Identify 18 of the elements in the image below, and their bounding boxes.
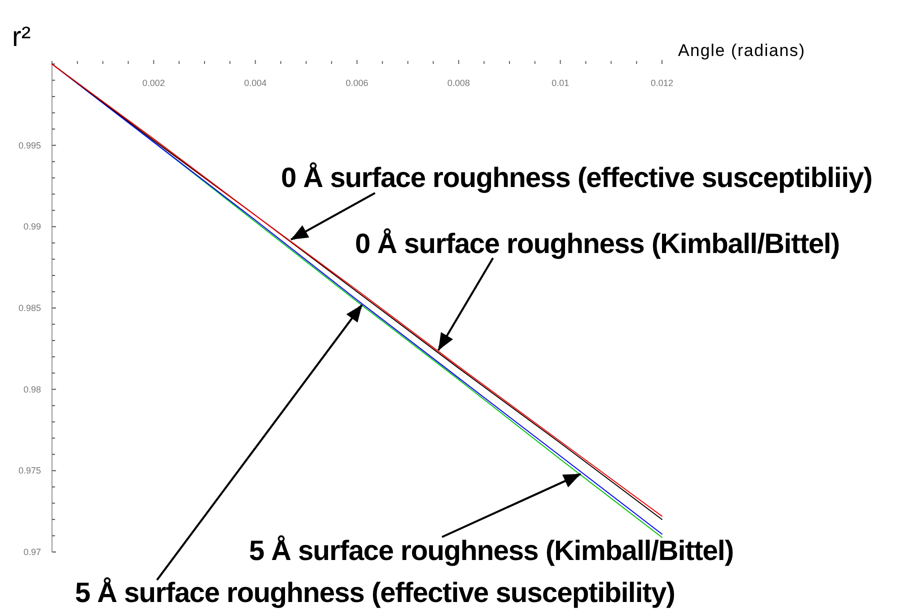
x-tick-label: 0.008 — [447, 78, 470, 88]
annotation: 0 Å surface roughness (effective susceptibliiy) — [281, 162, 872, 193]
y-tick-label: 0.995 — [18, 140, 41, 150]
x-tick-label: 0.004 — [244, 78, 267, 88]
y-tick-label: 0.97 — [23, 547, 41, 557]
y-tick-label: 0.99 — [23, 222, 41, 232]
x-axis-title: Angle (radians) — [678, 41, 806, 60]
annotation: 5 Å surface roughness (effective susceptibility) — [75, 577, 675, 608]
x-tick-label: 0.006 — [346, 78, 368, 88]
y-tick-label: 0.98 — [23, 384, 41, 394]
annotation: 0 Å surface roughness (Kimball/Bittel) — [355, 228, 840, 259]
y-axis-title: r² — [12, 21, 31, 52]
annotation: 5 Å surface roughness (Kimball/Bittel) — [249, 535, 734, 566]
y-tick-label: 0.975 — [18, 466, 41, 476]
x-tick-label: 0.012 — [650, 78, 674, 88]
x-tick-label: 0.002 — [142, 78, 165, 88]
y-tick-label: 0.985 — [18, 303, 41, 313]
x-tick-label: 0.01 — [552, 78, 570, 88]
